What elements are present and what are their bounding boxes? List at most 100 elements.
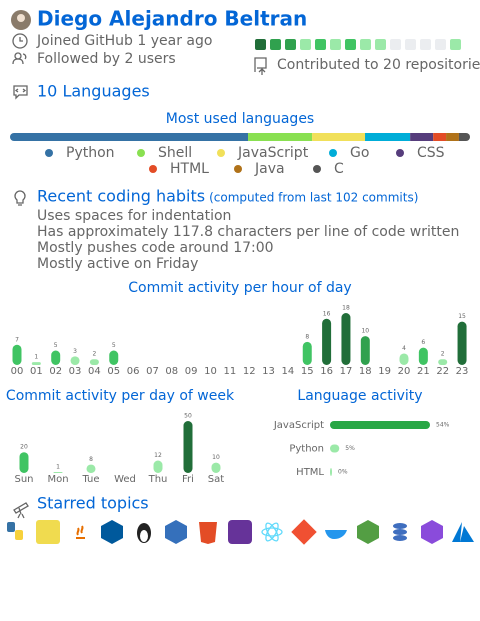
column <box>89 359 99 365</box>
habits-title: Recent coding habits <box>37 187 205 206</box>
x-tick-label: 13 <box>262 366 275 377</box>
calendar-day <box>285 39 296 50</box>
habit-line: Mostly pushes code around 17:00 <box>37 240 274 256</box>
x-tick-label: 20 <box>398 366 411 377</box>
language-segment <box>446 133 459 141</box>
value-label: 50 <box>184 413 192 420</box>
column <box>153 460 163 473</box>
column <box>53 471 63 473</box>
activity-label: HTML <box>296 467 324 478</box>
legend-dot <box>329 149 337 157</box>
x-tick-label: 10 <box>204 366 217 377</box>
calendar-day <box>330 39 341 50</box>
x-tick-label: 23 <box>456 366 469 377</box>
language-segment <box>458 133 470 141</box>
legend-dot <box>217 149 225 157</box>
legend-label: CSS <box>417 145 445 161</box>
legend-label: C <box>334 161 344 177</box>
activity-value: 54% <box>436 422 450 429</box>
habit-line: Uses spaces for indentation <box>37 208 231 224</box>
x-tick-label: 09 <box>185 366 198 377</box>
x-tick-label: 15 <box>301 366 314 377</box>
calendar-day <box>435 39 446 50</box>
activity-label: Python <box>289 444 324 455</box>
column <box>86 464 96 473</box>
habits-subtitle: (computed from last 102 commits) <box>209 191 418 205</box>
languages-title: 10 Languages <box>37 82 150 101</box>
value-label: 6 <box>421 339 425 346</box>
column <box>438 359 448 365</box>
calendar-day <box>300 39 311 50</box>
value-label: 2 <box>441 351 445 358</box>
calendar-day <box>450 39 461 50</box>
x-tick-label: Thu <box>148 474 168 485</box>
language-segment <box>365 133 411 141</box>
legend-label: JavaScript <box>237 145 309 161</box>
language-segment <box>248 133 313 141</box>
calendar-day <box>270 39 281 50</box>
column <box>399 353 409 365</box>
followers: Followed by 2 users <box>37 51 176 67</box>
calendar-day <box>345 39 356 50</box>
x-tick-label: Tue <box>81 474 99 485</box>
value-label: 1 <box>56 463 60 470</box>
x-tick-label: 01 <box>30 366 43 377</box>
hours-title: Commit activity per hour of day <box>128 280 351 296</box>
x-tick-label: 06 <box>127 366 140 377</box>
x-tick-label: Sun <box>14 474 33 485</box>
column <box>302 341 312 365</box>
x-tick-label: 03 <box>69 366 82 377</box>
icons <box>12 33 267 519</box>
x-tick-label: 07 <box>146 366 159 377</box>
legend-dot <box>45 149 53 157</box>
calendar-day <box>360 39 371 50</box>
avatar-face <box>17 14 25 22</box>
language-segment <box>410 133 434 141</box>
legend-dot <box>313 165 321 173</box>
x-tick-label: 16 <box>320 366 333 377</box>
languages-chart-title: Most used languages <box>166 111 314 127</box>
legend-dot <box>149 165 157 173</box>
activity-value: 0% <box>338 469 348 476</box>
x-tick-label: 02 <box>49 366 62 377</box>
x-tick-label: 18 <box>359 366 372 377</box>
column <box>211 462 221 473</box>
habit-line: Has approximately 117.8 characters per l… <box>37 224 459 240</box>
habit-line: Mostly active on Friday <box>37 256 198 272</box>
user-name: Diego Alejandro Beltran <box>37 7 307 31</box>
activity-bar <box>330 468 332 476</box>
x-tick-label: 08 <box>165 366 178 377</box>
x-tick-label: 12 <box>243 366 256 377</box>
column <box>109 350 119 365</box>
legend-label: HTML <box>170 161 209 177</box>
language-segment <box>433 133 447 141</box>
value-label: 2 <box>92 351 96 358</box>
value-label: 1 <box>34 354 38 361</box>
column <box>322 318 332 365</box>
value-label: 18 <box>342 305 350 312</box>
value-label: 12 <box>154 452 162 459</box>
calendar-day <box>315 39 326 50</box>
column <box>341 313 351 365</box>
x-tick-label: 14 <box>282 366 295 377</box>
value-label: 10 <box>212 454 220 461</box>
column <box>70 356 80 365</box>
value-label: 8 <box>305 333 309 340</box>
calendar-day <box>375 39 386 50</box>
column <box>457 321 467 365</box>
language-segment <box>312 133 366 141</box>
activity-title: Language activity <box>297 388 422 404</box>
column <box>360 336 370 365</box>
legend-dot <box>396 149 404 157</box>
activity-bar <box>330 444 340 453</box>
column <box>31 362 41 365</box>
x-tick-label: 11 <box>223 366 236 377</box>
x-tick-label: Fri <box>182 474 194 485</box>
legend-dot <box>137 149 145 157</box>
activity-value: 5% <box>345 445 355 452</box>
x-tick-label: 00 <box>11 366 24 377</box>
legend-label: Shell <box>158 145 192 161</box>
topic-icons <box>7 519 474 545</box>
x-tick-label: Sat <box>208 474 224 485</box>
language-segment <box>10 133 249 141</box>
